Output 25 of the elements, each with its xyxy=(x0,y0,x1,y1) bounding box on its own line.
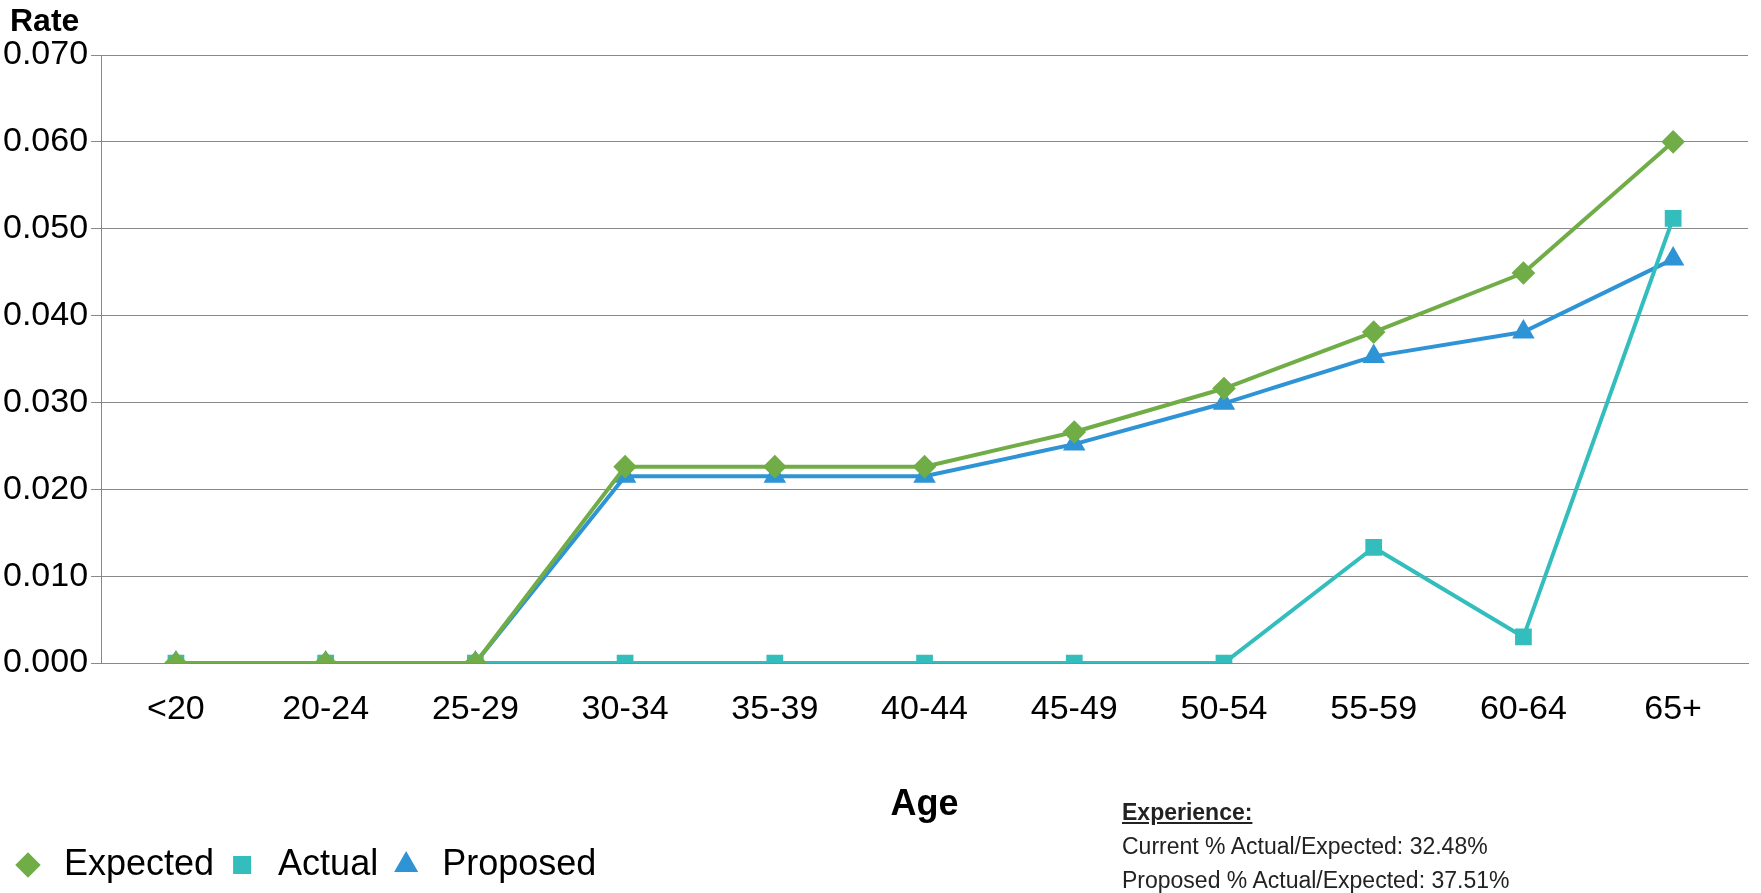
x-tick-label: 65+ xyxy=(1644,687,1702,726)
y-tick-label: 0.000 xyxy=(2,641,89,680)
y-tick-label: 0.040 xyxy=(2,293,89,332)
x-tick-label: 50-54 xyxy=(1180,687,1268,726)
x-tick-label: 60-64 xyxy=(1479,687,1567,726)
text: Proposed % Actual/Expected: 37.51% xyxy=(1122,866,1510,893)
x-tick-label: 45-49 xyxy=(1030,687,1118,726)
x-axis-title: Age xyxy=(890,782,959,824)
x-tick-label: 55-59 xyxy=(1330,687,1418,726)
x-tick-label: 20-24 xyxy=(282,687,370,726)
y-tick-label: 0.010 xyxy=(2,554,89,593)
x-tick-label: 40-44 xyxy=(881,687,969,726)
x-tick-label: 25-29 xyxy=(431,687,519,726)
x-tick-label: 30-34 xyxy=(581,687,669,726)
y-tick-label: 0.050 xyxy=(2,207,89,246)
legend-label: Proposed xyxy=(442,841,597,883)
x-tick-label: 35-39 xyxy=(731,687,819,726)
y-tick-label: 0.030 xyxy=(2,380,89,419)
y-tick-label: 0.060 xyxy=(2,120,89,159)
y-tick-label: 0.020 xyxy=(2,467,89,506)
legend-label: Actual xyxy=(278,841,379,883)
text: Current % Actual/Expected: 32.48% xyxy=(1122,832,1489,861)
x-tick-label: <20 xyxy=(147,687,205,726)
legend-label: Expected xyxy=(64,841,215,883)
text: Experience: xyxy=(1122,798,1254,827)
